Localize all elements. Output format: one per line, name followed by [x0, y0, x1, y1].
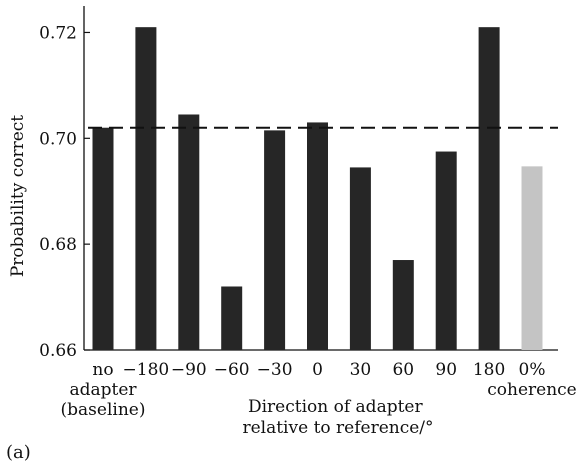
x-category-labels: no adapter (baseline)−180 −90 −60 −30 0 30 60 90 1…	[61, 360, 577, 420]
bars	[92, 27, 543, 351]
x-tick-label-line: 60	[392, 360, 414, 380]
x-tick-label: −60	[214, 360, 250, 380]
bar	[92, 127, 114, 350]
x-tick-label-line: 0	[312, 360, 323, 380]
panel-label: (a)	[6, 442, 31, 463]
x-tick-label: −90	[171, 360, 207, 380]
bar	[307, 122, 328, 350]
bar	[521, 166, 543, 350]
x-tick-label: 180	[473, 360, 505, 380]
x-tick-label: −30	[257, 360, 293, 380]
x-tick-label-line: −60	[214, 360, 250, 380]
x-tick-label-line: −30	[257, 360, 293, 380]
x-tick-label-line: no	[92, 360, 113, 380]
y-tick-label: 0.72	[39, 23, 77, 43]
x-tick-label-line: (baseline)	[61, 400, 146, 420]
bar	[392, 260, 414, 350]
bar	[221, 286, 243, 350]
y-ticks: 0.66 0.68 0.70 0.72	[39, 23, 90, 361]
y-tick-label: 0.66	[39, 341, 77, 361]
x-axis-label: Direction of adapter relative to referen…	[242, 397, 433, 438]
bar	[478, 27, 500, 351]
y-tick-label: 0.70	[39, 129, 77, 149]
y-tick-label: 0.68	[39, 235, 77, 255]
x-tick-label-line: 30	[350, 360, 372, 380]
x-tick-label: 60	[392, 360, 414, 380]
x-tick-label: 90	[435, 360, 457, 380]
y-axis-label: Probability correct	[8, 115, 28, 277]
x-axis-label-line-1: Direction of adapter	[248, 397, 423, 417]
x-tick-label-line: adapter	[69, 380, 137, 400]
bar	[178, 114, 200, 350]
x-tick-label-line: 90	[435, 360, 457, 380]
bar	[349, 167, 371, 350]
x-tick-label: 30	[350, 360, 372, 380]
x-tick-label-line: 180	[473, 360, 505, 380]
bar	[135, 27, 157, 351]
x-tick-label: −180	[123, 360, 170, 380]
x-tick-label: 0% coherence	[487, 360, 576, 400]
x-tick-label: no adapter (baseline)	[61, 360, 146, 420]
x-axis-label-line-2: relative to reference/°	[242, 418, 433, 438]
x-tick-label-line: −90	[171, 360, 207, 380]
bar	[435, 151, 457, 350]
x-tick-label: 0	[312, 360, 323, 380]
bar	[264, 130, 286, 350]
x-tick-label-line: coherence	[487, 380, 576, 400]
x-tick-label-line: 0%	[519, 360, 546, 380]
x-tick-label-line: −180	[123, 360, 170, 380]
